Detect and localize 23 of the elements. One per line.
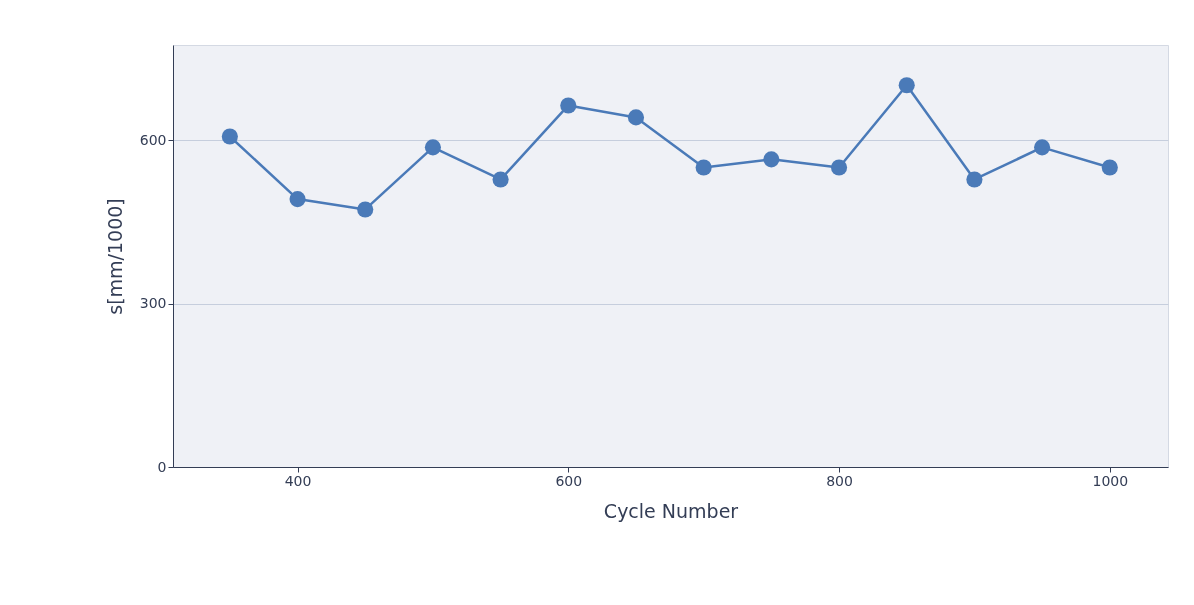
y-tick-label: 300 — [139, 295, 167, 312]
point — [830, 159, 848, 176]
x-tick-label: 600 — [555, 472, 583, 489]
point — [1034, 139, 1051, 156]
y-tick-label: 0 — [157, 458, 167, 475]
x-tick-label: 1000 — [1092, 472, 1129, 489]
point — [492, 171, 509, 188]
x-tick-label: 800 — [826, 472, 853, 489]
y-tick-label: 600 — [139, 131, 167, 148]
point — [1101, 159, 1118, 176]
point — [763, 151, 780, 168]
x-tick-label: 400 — [284, 472, 312, 489]
y-axis-title: s[mm/1000] — [103, 198, 126, 315]
point — [695, 159, 712, 176]
point — [221, 128, 238, 145]
point — [560, 97, 577, 114]
point — [357, 201, 374, 218]
point — [424, 139, 441, 156]
x-axis-title: Cycle Number — [603, 499, 739, 522]
point — [627, 109, 645, 126]
point — [898, 77, 915, 94]
point — [289, 191, 306, 208]
point — [966, 171, 983, 188]
